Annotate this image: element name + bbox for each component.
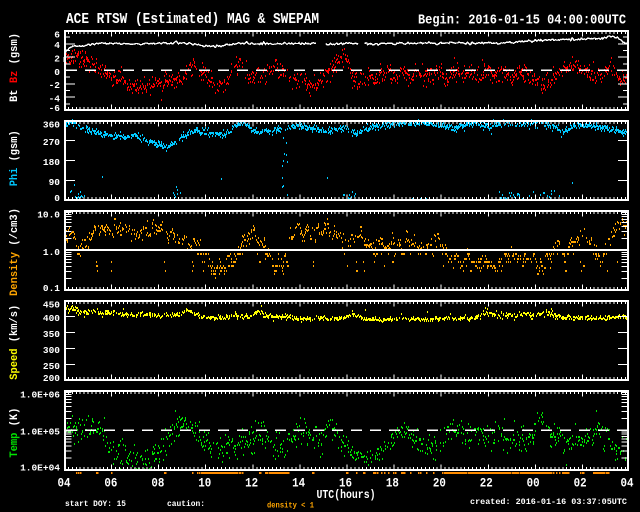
svg-text:04: 04 [621,477,634,491]
svg-text:-6: -6 [49,103,61,114]
svg-text:1.0E+04: 1.0E+04 [20,463,60,474]
svg-text:14: 14 [292,477,305,491]
svg-text:Bt Bz (gsm): Bt Bz (gsm) [9,33,21,102]
svg-text:Begin: 2016-01-15 04:00:00UTC: Begin: 2016-01-15 04:00:00UTC [418,14,626,29]
svg-text:4: 4 [54,40,60,51]
svg-text:12: 12 [245,477,258,491]
svg-text:350: 350 [43,329,60,340]
svg-text:360: 360 [43,119,60,130]
svg-text:0: 0 [54,193,60,204]
svg-text:08: 08 [151,477,164,491]
svg-text:Speed (km/s): Speed (km/s) [9,305,21,380]
svg-text:density < 1: density < 1 [267,501,314,511]
svg-text:180: 180 [43,157,60,168]
svg-text:02: 02 [574,477,587,491]
svg-text:1.0: 1.0 [43,247,60,258]
svg-text:caution:: caution: [167,499,205,509]
svg-text:270: 270 [43,137,60,148]
svg-text:00: 00 [527,477,540,491]
svg-text:created: 2016-01-16 03:37:05UT: created: 2016-01-16 03:37:05UTC [470,497,627,507]
svg-text:Temp (K): Temp (K) [9,408,21,458]
svg-text:300: 300 [43,345,60,356]
svg-text:90: 90 [49,177,61,188]
svg-text:ACE RTSW (Estimated) MAG & SWE: ACE RTSW (Estimated) MAG & SWEPAM [66,12,319,28]
svg-text:200: 200 [43,373,60,384]
svg-text:2: 2 [54,53,60,64]
svg-text:06: 06 [104,477,117,491]
svg-text:18: 18 [386,477,399,491]
svg-text:22: 22 [480,477,493,491]
svg-text:16: 16 [339,477,352,491]
svg-text:Density (/cm3): Density (/cm3) [9,208,21,296]
svg-text:10.0: 10.0 [37,209,60,220]
svg-text:20: 20 [433,477,446,491]
svg-text:04: 04 [58,477,71,491]
svg-text:0: 0 [54,67,60,78]
svg-text:1.0E+05: 1.0E+05 [20,427,60,438]
svg-text:start DOY: 15: start DOY: 15 [65,499,126,509]
svg-text:400: 400 [43,313,60,324]
svg-text:-2: -2 [49,80,61,91]
svg-text:UTC(hours): UTC(hours) [317,489,376,502]
svg-text:6: 6 [54,29,60,40]
svg-text:0.1: 0.1 [43,283,60,294]
svg-text:-4: -4 [49,93,61,104]
svg-text:Phi (gsm): Phi (gsm) [9,130,21,186]
svg-text:1.0E+06: 1.0E+06 [20,389,60,400]
svg-text:250: 250 [43,361,60,372]
svg-text:10: 10 [198,477,211,491]
svg-text:450: 450 [43,299,60,310]
